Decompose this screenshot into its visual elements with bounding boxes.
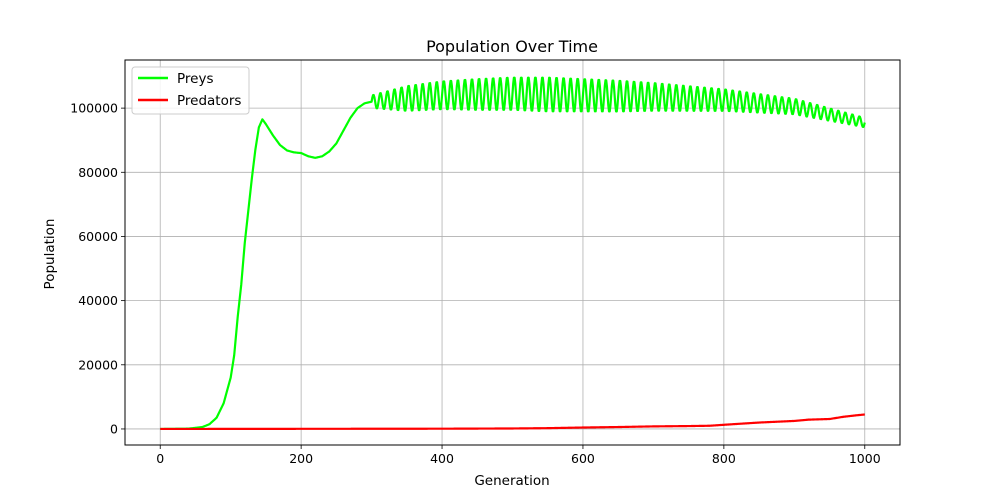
plot-frame — [124, 59, 901, 446]
legend-entry-preys: Preys — [177, 71, 214, 87]
y-tick-label-20000: 20000 — [78, 357, 118, 372]
y-axis-label: Population — [42, 219, 58, 290]
series-line-preys — [159, 76, 866, 431]
tick-layer: 0 200 400 600 800 1000 0 20000 40000 60000 80000 10… — [70, 101, 880, 466]
y-tick-label-80000: 80000 — [78, 165, 118, 180]
y-tick-label-40000: 40000 — [78, 293, 118, 308]
x-tick-label-200: 200 — [289, 451, 313, 466]
series-line-predators — [159, 413, 866, 431]
legend: Preys Predators — [131, 66, 250, 115]
x-axis-label: Generation — [474, 473, 549, 489]
y-tick-label-100000: 100000 — [70, 101, 118, 116]
x-tick-label-400: 400 — [430, 451, 454, 466]
x-tick-label-0: 0 — [156, 451, 164, 466]
series-layer — [159, 76, 866, 431]
x-tick-label-800: 800 — [712, 451, 736, 466]
legend-entry-predators: Predators — [177, 93, 241, 109]
chart-title: Population Over Time — [426, 37, 598, 56]
x-tick-label-1000: 1000 — [849, 451, 881, 466]
y-tick-label-60000: 60000 — [78, 229, 118, 244]
grid-layer — [125, 60, 900, 445]
x-tick-label-600: 600 — [571, 451, 595, 466]
y-tick-label-0: 0 — [110, 421, 118, 436]
